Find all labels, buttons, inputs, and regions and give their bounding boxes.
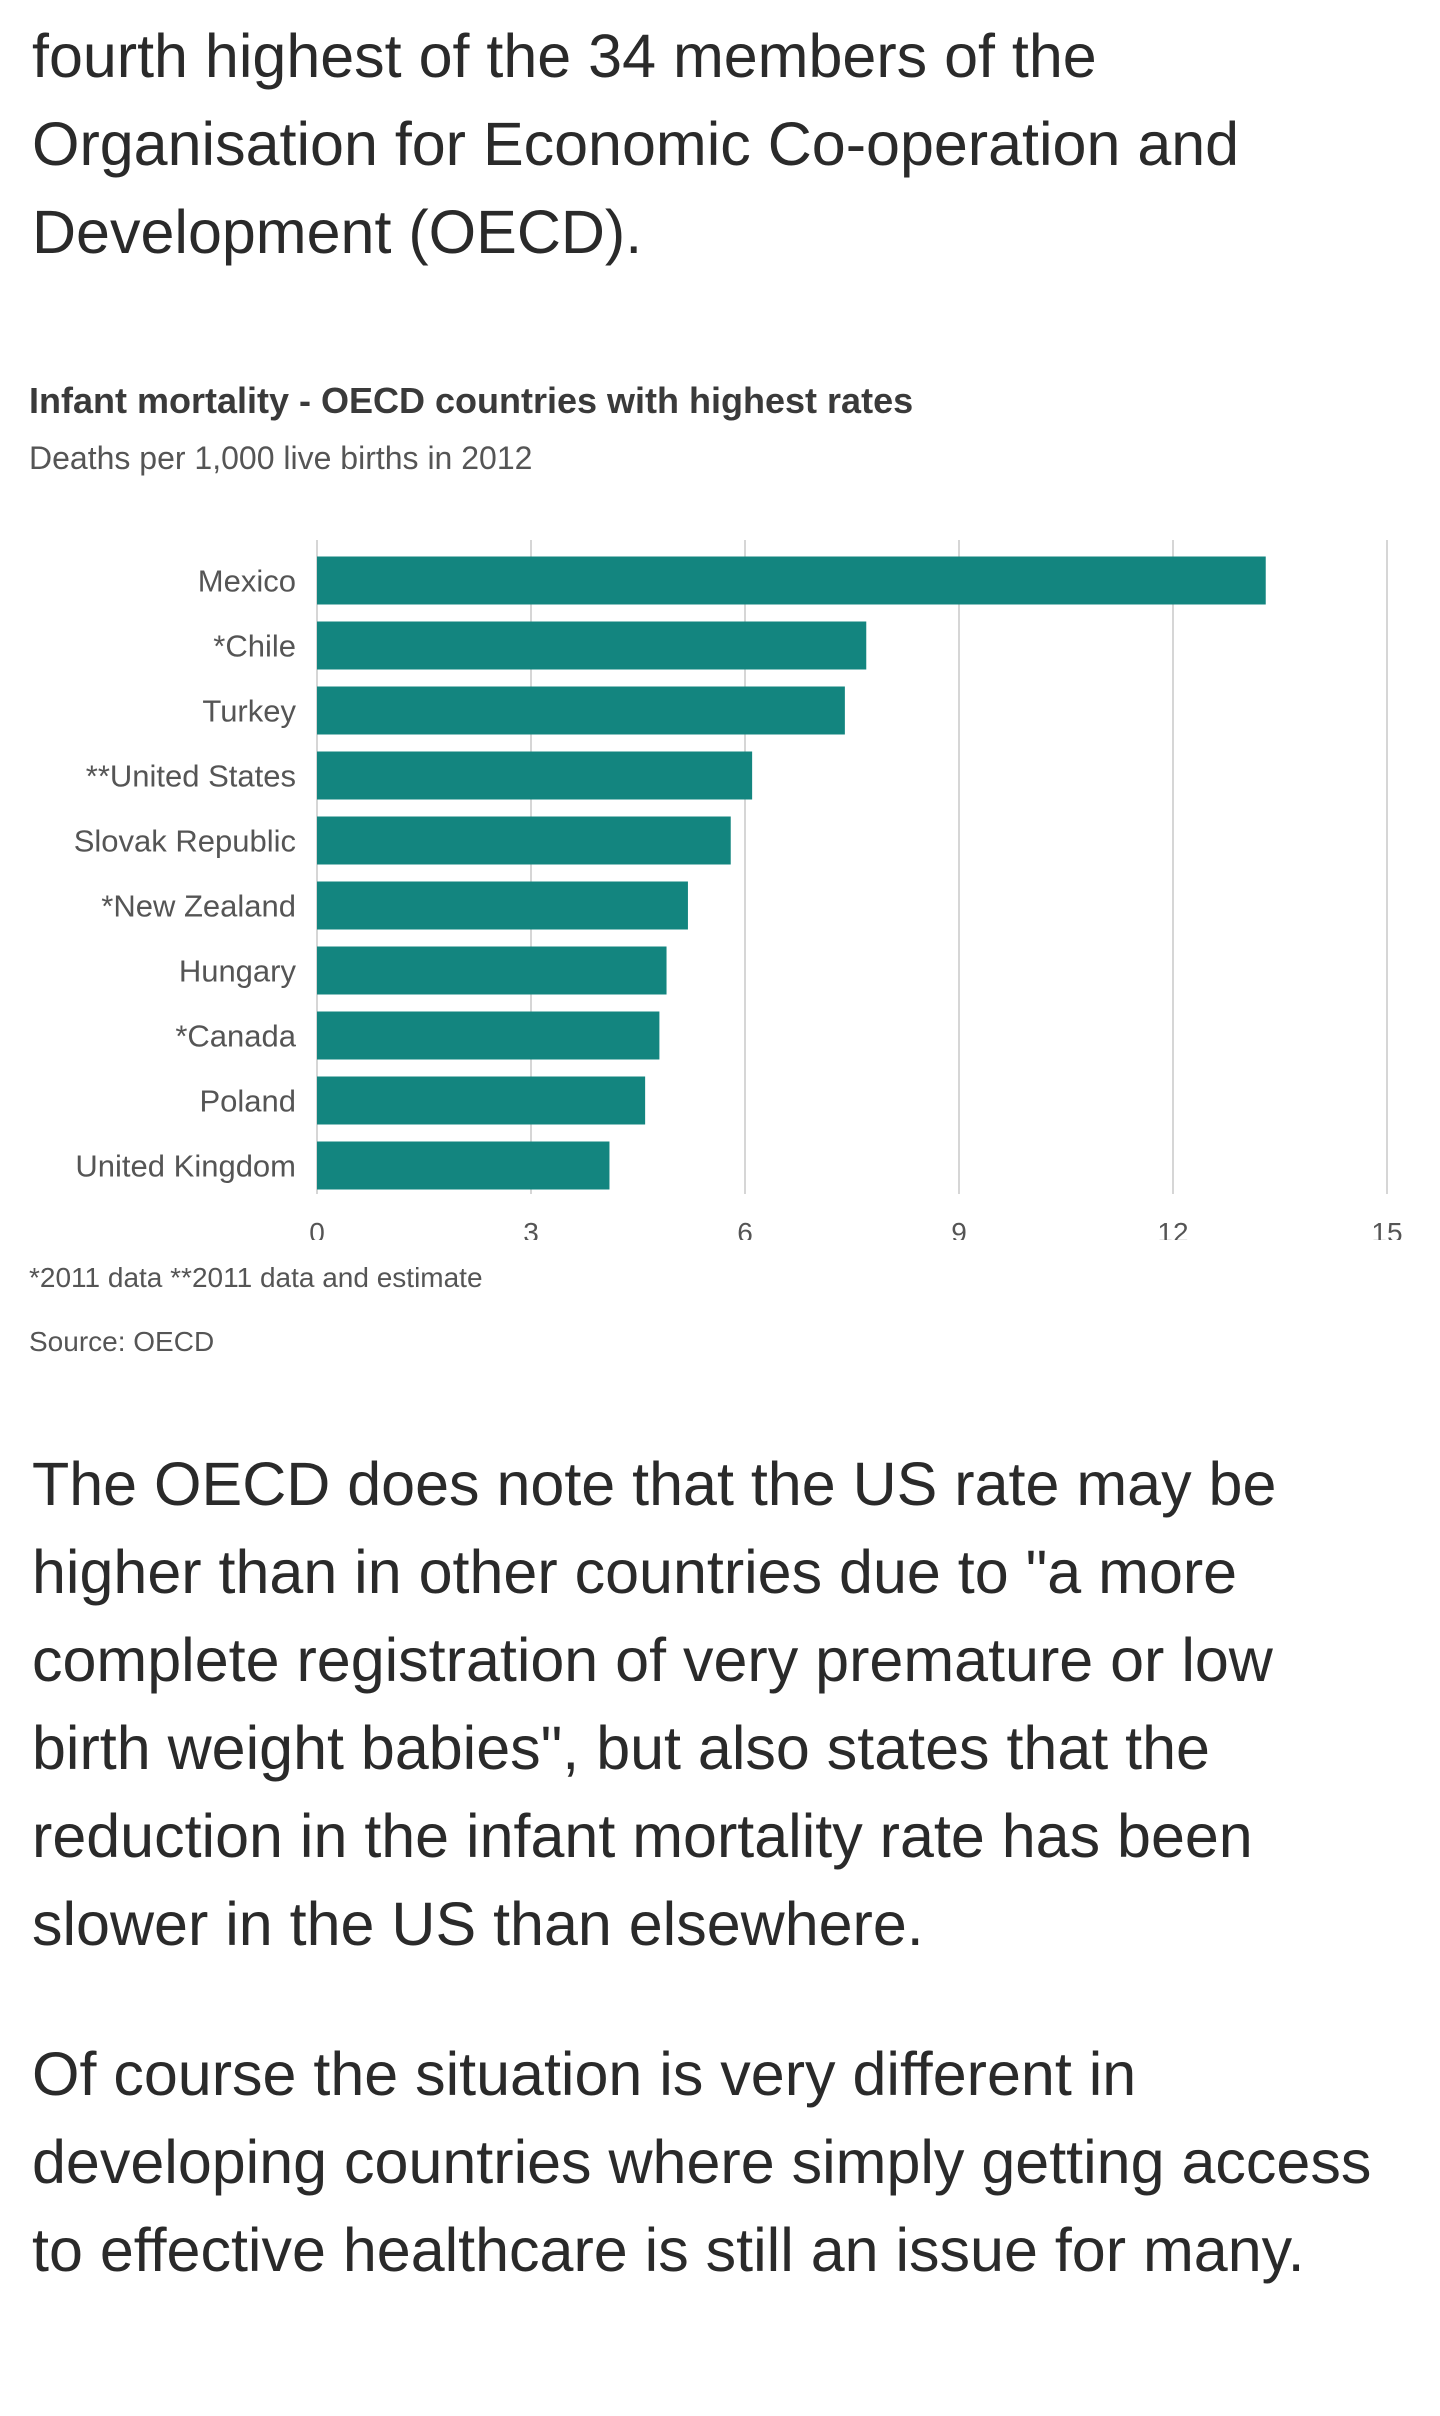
chart-title: Infant mortality - OECD countries with h… <box>29 380 914 421</box>
x-tick-label: 15 <box>1371 1217 1402 1240</box>
bar <box>317 556 1266 605</box>
x-tick-label: 3 <box>523 1217 539 1240</box>
x-tick-label: 6 <box>737 1217 753 1240</box>
bar <box>317 946 667 995</box>
bar <box>317 1141 610 1190</box>
x-tick-label: 9 <box>951 1217 967 1240</box>
intro-paragraph: fourth highest of the 34 members of the … <box>32 22 1240 266</box>
category-label: *Canada <box>175 1019 296 1054</box>
chart-subtitle: Deaths per 1,000 live births in 2012 <box>29 440 533 476</box>
category-label: United Kingdom <box>75 1149 296 1184</box>
category-label: *New Zealand <box>101 889 296 924</box>
bar <box>317 1011 660 1060</box>
bar <box>317 1076 646 1125</box>
category-label: Slovak Republic <box>74 824 296 859</box>
x-tick-label: 12 <box>1157 1217 1188 1240</box>
category-label: *Chile <box>213 629 296 664</box>
us-rate-paragraph: The OECD does note that the US rate may … <box>32 1450 1277 1958</box>
infant-mortality-bar-chart: 0 3 6 9 12 15 Mexico *Chile Turkey **United State… <box>74 540 1403 1240</box>
category-label: Turkey <box>202 694 296 729</box>
developing-countries-paragraph: Of course the situation is very differen… <box>32 2040 1372 2284</box>
chart-source: Source: OECD <box>29 1326 215 1357</box>
x-tick-label: 0 <box>309 1217 325 1240</box>
bar <box>317 621 867 670</box>
bar <box>317 751 753 800</box>
bar <box>317 881 688 930</box>
category-label: Poland <box>199 1084 296 1119</box>
category-label: Hungary <box>179 954 297 989</box>
chart-footnote: *2011 data **2011 data and estimate <box>29 1262 483 1293</box>
category-label: **United States <box>86 759 296 794</box>
bar <box>317 816 731 865</box>
category-label: Mexico <box>198 564 296 599</box>
bar <box>317 686 845 735</box>
